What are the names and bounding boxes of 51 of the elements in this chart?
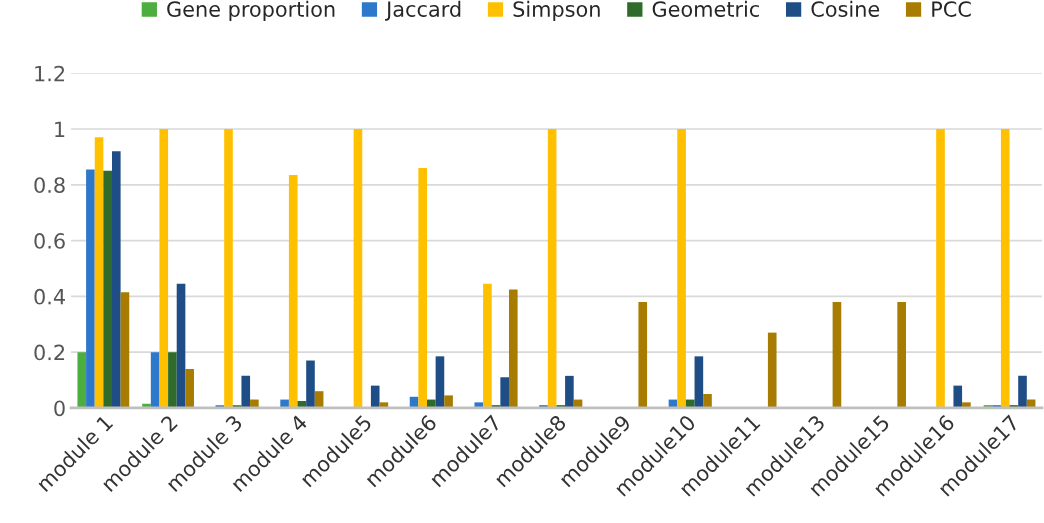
bar xyxy=(370,385,380,408)
y-tick-label: 0 xyxy=(54,400,65,417)
bar xyxy=(353,129,363,408)
bar xyxy=(638,301,648,408)
bar xyxy=(168,352,177,408)
bar xyxy=(677,129,686,408)
bar xyxy=(767,332,777,408)
y-tick-label: 1 xyxy=(55,121,65,137)
bar xyxy=(86,169,95,408)
bar xyxy=(241,375,251,408)
y-tick-label: 0.4 xyxy=(34,288,65,305)
bar xyxy=(159,129,169,408)
bar xyxy=(962,402,971,408)
bar xyxy=(936,129,945,408)
legend-label: Jaccard xyxy=(385,0,461,21)
bar xyxy=(150,352,160,408)
bar xyxy=(111,151,121,408)
bar xyxy=(444,395,453,408)
bar xyxy=(120,292,130,408)
bar xyxy=(703,393,712,408)
bar xyxy=(1018,375,1027,408)
y-tick-label: 1.2 xyxy=(35,65,65,82)
bar xyxy=(474,402,484,408)
y-tick-label: 0.2 xyxy=(34,344,65,361)
bar xyxy=(176,283,186,408)
bar xyxy=(832,301,842,408)
bar xyxy=(185,368,194,408)
bar xyxy=(103,170,112,408)
bar xyxy=(435,356,445,408)
bar xyxy=(94,137,104,408)
legend-label: Cosine xyxy=(811,0,880,17)
bar xyxy=(418,168,427,408)
bar xyxy=(224,129,233,408)
y-tick-label: 0.8 xyxy=(34,177,65,193)
legend-label: Simpson xyxy=(513,0,600,21)
bar xyxy=(500,377,509,408)
bar xyxy=(694,356,704,408)
bar xyxy=(897,301,906,408)
legend-label: Geometric xyxy=(652,0,759,17)
bar xyxy=(565,375,574,408)
bar xyxy=(953,385,963,408)
bar xyxy=(483,283,492,408)
legend-label: PCC xyxy=(932,1,971,17)
bar xyxy=(288,175,298,408)
y-tick-label: 0.6 xyxy=(34,233,65,249)
bar xyxy=(1000,129,1010,408)
bar xyxy=(508,289,518,408)
legend-label: Gene proportion xyxy=(167,0,335,21)
bar xyxy=(77,352,87,408)
bar xyxy=(547,129,557,408)
bar xyxy=(306,360,315,408)
